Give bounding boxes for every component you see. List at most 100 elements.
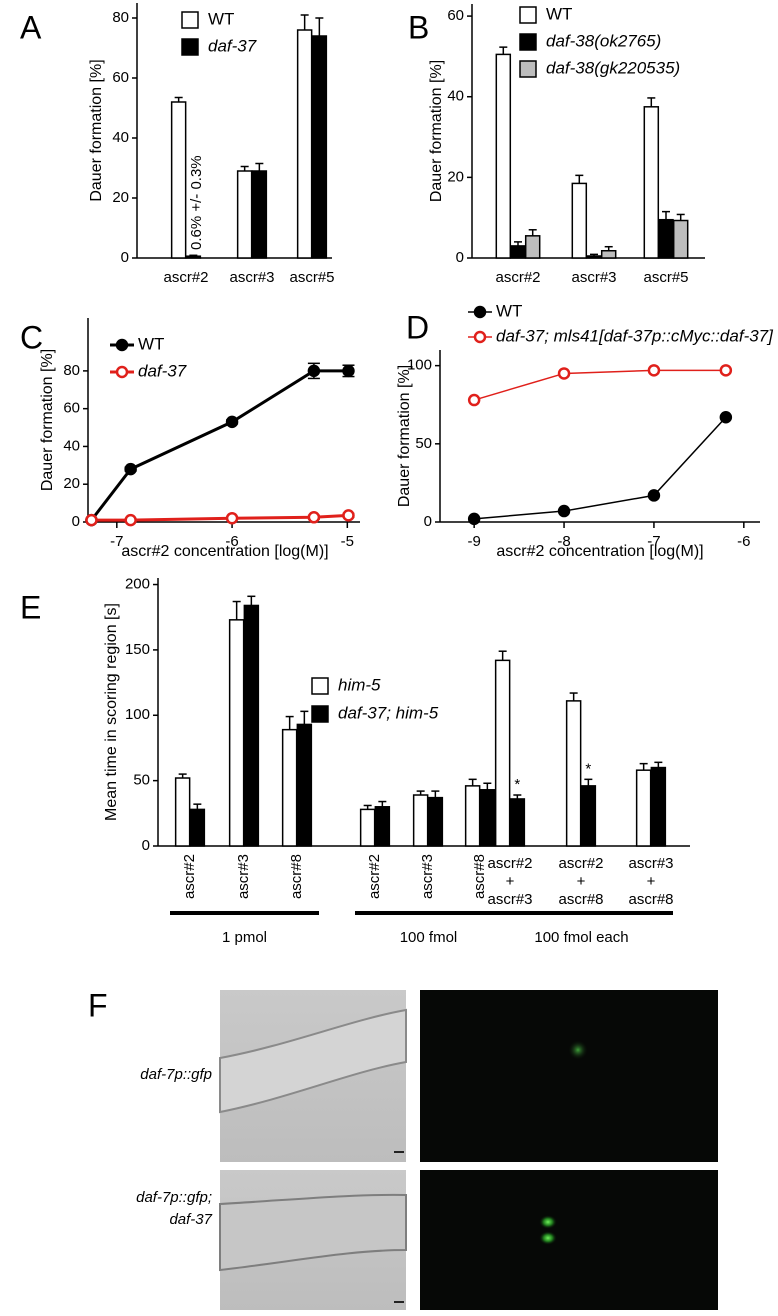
x-tick-label: ascr#5	[643, 269, 688, 286]
y-tick-label: 40	[63, 437, 80, 454]
y-tick-label: 0	[142, 837, 150, 854]
bar	[565, 700, 582, 847]
line	[90, 369, 349, 522]
x-tick-label: -5	[341, 533, 354, 550]
legend-label: daf-37; him-5	[338, 703, 439, 722]
y-tick-label: 20	[112, 189, 129, 206]
bar	[509, 798, 526, 847]
row-label: daf-7p::gfp;	[136, 1189, 212, 1206]
bar	[495, 53, 512, 259]
bar	[359, 808, 376, 847]
legend-marker	[115, 338, 129, 352]
y-tick-label: 80	[63, 362, 80, 379]
x-tick-label: ascr#3	[235, 854, 252, 899]
x-tick-label: ascr#3	[229, 269, 274, 286]
bar	[672, 219, 689, 259]
bar	[296, 29, 313, 259]
legend-label: daf-38(gk220535)	[546, 58, 680, 77]
y-tick-label: 0	[456, 249, 464, 266]
bar	[374, 806, 391, 847]
bar	[427, 796, 444, 847]
x-tick-label: ascr#5	[289, 269, 334, 286]
point	[342, 364, 355, 378]
legend-swatch	[181, 38, 199, 56]
point	[85, 513, 98, 527]
point	[124, 513, 137, 527]
point	[124, 462, 137, 476]
y-tick-label: 60	[112, 69, 129, 86]
x-tick-label: ascr#2	[487, 855, 532, 872]
group-label: 100 fmol each	[534, 929, 628, 946]
y-tick-label: 50	[133, 772, 150, 789]
bar	[650, 766, 667, 847]
y-axis-label: Dauer formation [%]	[396, 365, 413, 507]
significance-label: *	[514, 776, 520, 793]
y-axis-label: Dauer formation [%]	[39, 349, 56, 491]
x-tick-label: ascr#2	[181, 854, 198, 899]
legend-label: daf-37	[208, 36, 257, 55]
point	[647, 364, 661, 377]
line	[474, 416, 727, 520]
bar	[571, 182, 588, 259]
bar	[170, 101, 187, 259]
bar	[643, 106, 660, 259]
y-tick-label: 0	[121, 249, 129, 266]
y-tick-label: 150	[125, 641, 150, 658]
point	[557, 504, 571, 518]
y-tick-label: 40	[112, 129, 129, 146]
panel-letter: E	[20, 589, 41, 625]
bar	[494, 659, 511, 847]
x-tick-label: ascr#3	[419, 854, 436, 899]
y-tick-label: 80	[112, 9, 129, 26]
scale-bar	[394, 1301, 404, 1303]
x-tick-label: +	[577, 873, 586, 890]
bar	[580, 785, 597, 847]
bar	[524, 235, 541, 259]
x-tick-label: -7	[110, 533, 123, 550]
x-tick-label: ascr#8	[471, 854, 488, 899]
group-label: 100 fmol	[400, 929, 458, 946]
point	[719, 410, 733, 424]
x-tick-label: ascr#8	[628, 891, 673, 908]
bar	[479, 789, 496, 847]
y-axis-label: Dauer formation [%]	[428, 60, 445, 202]
y-tick-label: 100	[407, 357, 432, 374]
x-axis-label: ascr#2 concentration [log(M)]	[121, 543, 328, 560]
point	[342, 509, 355, 522]
y-tick-label: 60	[447, 7, 464, 24]
legend-label: daf-37; mls41[daf-37p::cMyc::daf-37]	[496, 326, 774, 345]
x-tick-label: -8	[557, 533, 570, 550]
legend-swatch	[311, 705, 329, 723]
legend-marker	[115, 365, 129, 379]
bar	[251, 170, 268, 259]
bar	[185, 255, 202, 259]
bar	[228, 619, 245, 847]
legend-swatch	[311, 677, 329, 695]
y-tick-label: 100	[125, 706, 150, 723]
x-tick-label: -6	[225, 533, 238, 550]
y-tick-label: 50	[415, 435, 432, 452]
x-tick-label: -6	[737, 533, 750, 550]
x-tick-label: -7	[647, 533, 660, 550]
annotation: 0.6% +/- 0.3%	[188, 155, 205, 250]
panel-letter: B	[408, 9, 429, 45]
bar	[174, 777, 191, 847]
x-tick-label: +	[647, 873, 656, 890]
bar	[658, 218, 674, 259]
x-tick-label: ascr#2	[163, 269, 208, 286]
point	[557, 367, 571, 380]
x-tick-label: ascr#8	[288, 854, 305, 899]
panel-letter: C	[20, 319, 43, 355]
legend-swatch	[519, 6, 537, 24]
point	[307, 364, 321, 378]
micrograph-panel: F daf-7p::gfp daf-7p::gfp; daf-37	[88, 987, 718, 1310]
x-tick-label: ascr#8	[558, 891, 603, 908]
bar	[281, 728, 298, 847]
legend-label: him-5	[338, 675, 381, 694]
worm	[219, 1008, 407, 1114]
gfp-signal	[539, 1215, 557, 1229]
legend-swatch	[181, 11, 199, 29]
gfp-signal	[539, 1231, 557, 1245]
legend-label: daf-38(ok2765)	[546, 31, 661, 50]
